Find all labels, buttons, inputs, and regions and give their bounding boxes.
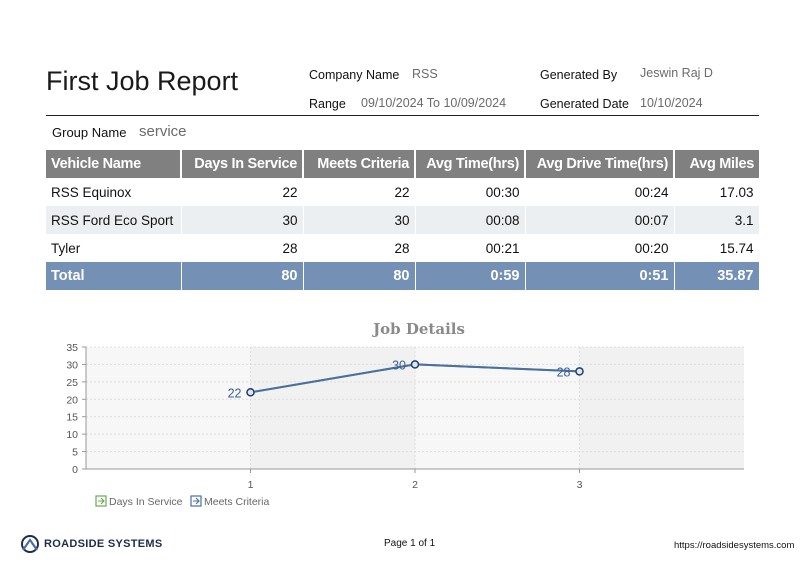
- range-label: Range: [309, 97, 346, 111]
- plot-band: [250, 347, 415, 469]
- y-tick-label: 30: [66, 359, 78, 371]
- legend-label: Meets Criteria: [204, 496, 270, 508]
- generated-by-label: Generated By: [540, 68, 618, 82]
- cell-vehicle-name: RSS Equinox: [46, 178, 182, 206]
- job-details-chart: Job Details 0 5 10 15 20 25 30 35 1 2 3 22 30 28 Days I…: [0, 310, 812, 520]
- cell-vehicle-name: RSS Ford Eco Sport: [46, 206, 182, 234]
- cell-meets-criteria: 30: [303, 206, 416, 234]
- total-avg-time: 0:59: [415, 262, 526, 290]
- y-tick-label: 15: [66, 412, 78, 424]
- roadside-systems-logo-icon: [20, 535, 40, 558]
- group-name-label: Group Name: [52, 125, 127, 140]
- report-title: First Job Report: [46, 66, 239, 96]
- total-days-in-service: 80: [181, 262, 304, 290]
- total-meets-criteria: 80: [303, 262, 416, 290]
- company-name-label: Company Name: [309, 68, 400, 82]
- table-row: Tyler 28 28 00:21 00:20 15.74: [46, 234, 760, 262]
- cell-avg-drive-time: 00:24: [525, 178, 675, 206]
- generated-date-value: 10/10/2024: [640, 96, 703, 110]
- total-avg-drive-time: 0:51: [525, 262, 675, 290]
- table-total-row: Total 80 80 0:59 0:51 35.87: [46, 262, 760, 290]
- generated-by-value: Jeswin Raj D: [640, 66, 713, 80]
- x-tick-label: 1: [248, 479, 254, 491]
- range-value: 09/10/2024 To 10/09/2024: [361, 96, 507, 110]
- header-days-in-service: Days In Service: [181, 150, 304, 178]
- legend-arrow-icon: [193, 497, 200, 505]
- group-name-value: service: [139, 123, 187, 140]
- y-tick-label: 20: [66, 394, 78, 406]
- data-label: 22: [228, 386, 242, 400]
- total-avg-miles: 35.87: [674, 262, 760, 290]
- data-point: [575, 367, 584, 376]
- header-divider: [46, 115, 759, 116]
- header-avg-drive-time: Avg Drive Time(hrs): [525, 150, 675, 178]
- legend-label: Days In Service: [109, 496, 183, 508]
- x-tick-label: 2: [412, 479, 418, 491]
- cell-meets-criteria: 28: [303, 234, 416, 262]
- page-number: Page 1 of 1: [384, 538, 436, 549]
- table-row: RSS Ford Eco Sport 30 30 00:08 00:07 3.1: [46, 206, 760, 234]
- cell-days-in-service: 28: [181, 234, 304, 262]
- cell-days-in-service: 22: [181, 178, 304, 206]
- data-point: [246, 388, 255, 397]
- cell-avg-time: 00:21: [415, 234, 526, 262]
- footer-brand: ROADSIDE SYSTEMS: [44, 538, 163, 550]
- cell-avg-miles: 15.74: [674, 234, 760, 262]
- data-point: [410, 360, 420, 369]
- legend-arrow-icon: [98, 497, 105, 505]
- generated-date-label: Generated Date: [540, 97, 629, 111]
- cell-avg-miles: 3.1: [674, 206, 760, 234]
- data-label: 30: [392, 358, 406, 372]
- header-meets-criteria: Meets Criteria: [303, 150, 416, 178]
- cell-vehicle-name: Tyler: [46, 234, 182, 262]
- cell-avg-drive-time: 00:07: [525, 206, 675, 234]
- table-row: RSS Equinox 22 22 00:30 00:24 17.03: [46, 178, 760, 206]
- chart-title: Job Details: [371, 320, 465, 338]
- report-table: Vehicle Name Days In Service Meets Crite…: [46, 150, 760, 290]
- cell-avg-time: 00:30: [415, 178, 526, 206]
- y-tick-label: 0: [72, 464, 78, 476]
- cell-avg-drive-time: 00:20: [525, 234, 675, 262]
- y-tick-label: 25: [66, 377, 78, 389]
- job-details-chart-svg: Job Details 0 5 10 15 20 25 30 35 1 2 3 22 30 28 Days I…: [66, 320, 744, 508]
- table-header-row: Vehicle Name Days In Service Meets Crite…: [46, 150, 759, 178]
- header-avg-time: Avg Time(hrs): [415, 150, 526, 178]
- cell-avg-time: 00:08: [415, 206, 526, 234]
- cell-avg-miles: 17.03: [674, 178, 760, 206]
- footer-url[interactable]: https://roadsidesystems.com: [674, 540, 795, 551]
- header-avg-miles: Avg Miles: [674, 150, 759, 178]
- data-label: 28: [557, 365, 571, 379]
- y-tick-label: 5: [72, 447, 78, 459]
- total-label: Total: [46, 262, 182, 290]
- header-vehicle-name: Vehicle Name: [46, 150, 182, 178]
- cell-days-in-service: 30: [181, 206, 304, 234]
- y-tick-label: 35: [66, 342, 78, 354]
- cell-meets-criteria: 22: [303, 178, 416, 206]
- plot-band: [579, 347, 744, 469]
- company-name-value: RSS: [412, 67, 438, 81]
- y-tick-label: 10: [66, 429, 78, 441]
- x-tick-label: 3: [577, 479, 583, 491]
